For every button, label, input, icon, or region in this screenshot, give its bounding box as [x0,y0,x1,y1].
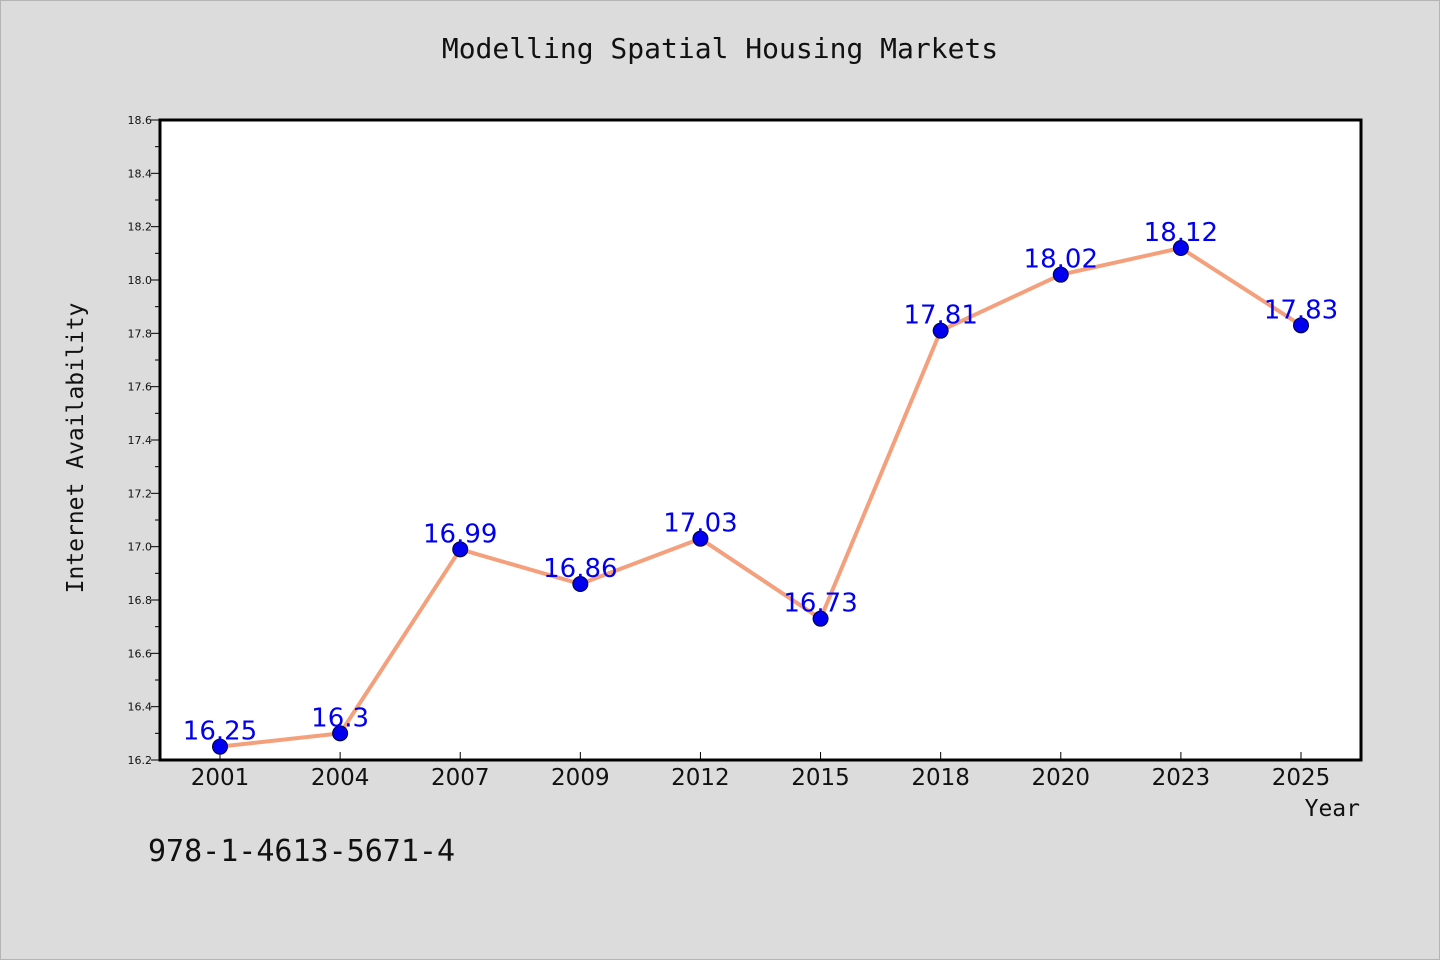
data-label: 18.02 [1024,245,1098,275]
data-label: 16.3 [311,703,369,733]
data-labels: 16.25 16.3 16.99 16.86 17.03 16.73 17.81 18.02 1… [183,218,1338,747]
chart-title: Modelling Spatial Housing Markets [441,32,999,65]
data-label: 18.12 [1144,218,1218,248]
x-tick-label: 2001 [191,765,250,791]
plot-border [158,118,1363,762]
data-point [812,610,829,627]
y-tick-label: 16.8 [128,594,153,607]
footer-isbn: 978-1-4613-5671-4 [148,834,456,869]
x-tick-label: 2012 [671,765,730,791]
y-tick-label: 18.4 [128,167,153,180]
data-point [572,576,589,592]
x-tick-label: 2025 [1272,765,1331,791]
y-tick-label: 18.2 [128,221,153,234]
x-tick-label: 2023 [1152,765,1211,791]
data-label: 17.83 [1264,295,1338,325]
x-tick-label: 2004 [311,765,370,791]
data-label: 16.99 [423,519,497,549]
y-tick-label: 18.6 [128,114,153,127]
series [212,240,1309,755]
y-tick-label: 17.0 [128,541,153,554]
y-tick-label: 17.6 [128,381,153,394]
y-tick-label: 16.2 [128,754,153,767]
y-tick-label: 16.6 [128,647,153,660]
x-axis: 2001 2004 2007 2009 2012 2015 2018 2020 2023 2025 [191,752,1331,791]
data-point [1052,266,1069,283]
y-axis: 16.2 16.4 16.6 16.8 17.0 17.2 17.4 17.6 17.8 18.0… [128,114,160,767]
data-label: 16.86 [543,554,617,584]
series-line [219,246,1303,749]
data-label: 16.25 [183,717,257,747]
data-point [212,738,228,755]
data-label: 17.81 [903,301,977,331]
data-point [692,530,709,547]
data-label: 16.73 [783,589,857,619]
x-tick-label: 2015 [791,765,850,791]
y-tick-label: 18.0 [128,274,153,287]
x-axis-label: Year [1304,796,1360,822]
y-tick-label: 17.4 [128,434,153,447]
data-point [452,541,469,558]
x-tick-label: 2009 [551,765,610,791]
data-point [332,725,349,742]
y-tick-label: 17.8 [128,327,153,340]
x-tick-label: 2018 [911,765,970,791]
data-point [1172,240,1189,256]
plot-area [160,120,1361,760]
y-tick-label: 17.2 [128,487,153,500]
x-tick-label: 2020 [1032,765,1091,791]
y-tick-label: 16.4 [128,701,153,714]
x-tick-label: 2007 [431,765,490,791]
data-point [932,322,949,339]
data-label: 17.03 [663,509,737,539]
data-point [1293,317,1309,334]
y-axis-label: Internet Availability [63,302,89,594]
